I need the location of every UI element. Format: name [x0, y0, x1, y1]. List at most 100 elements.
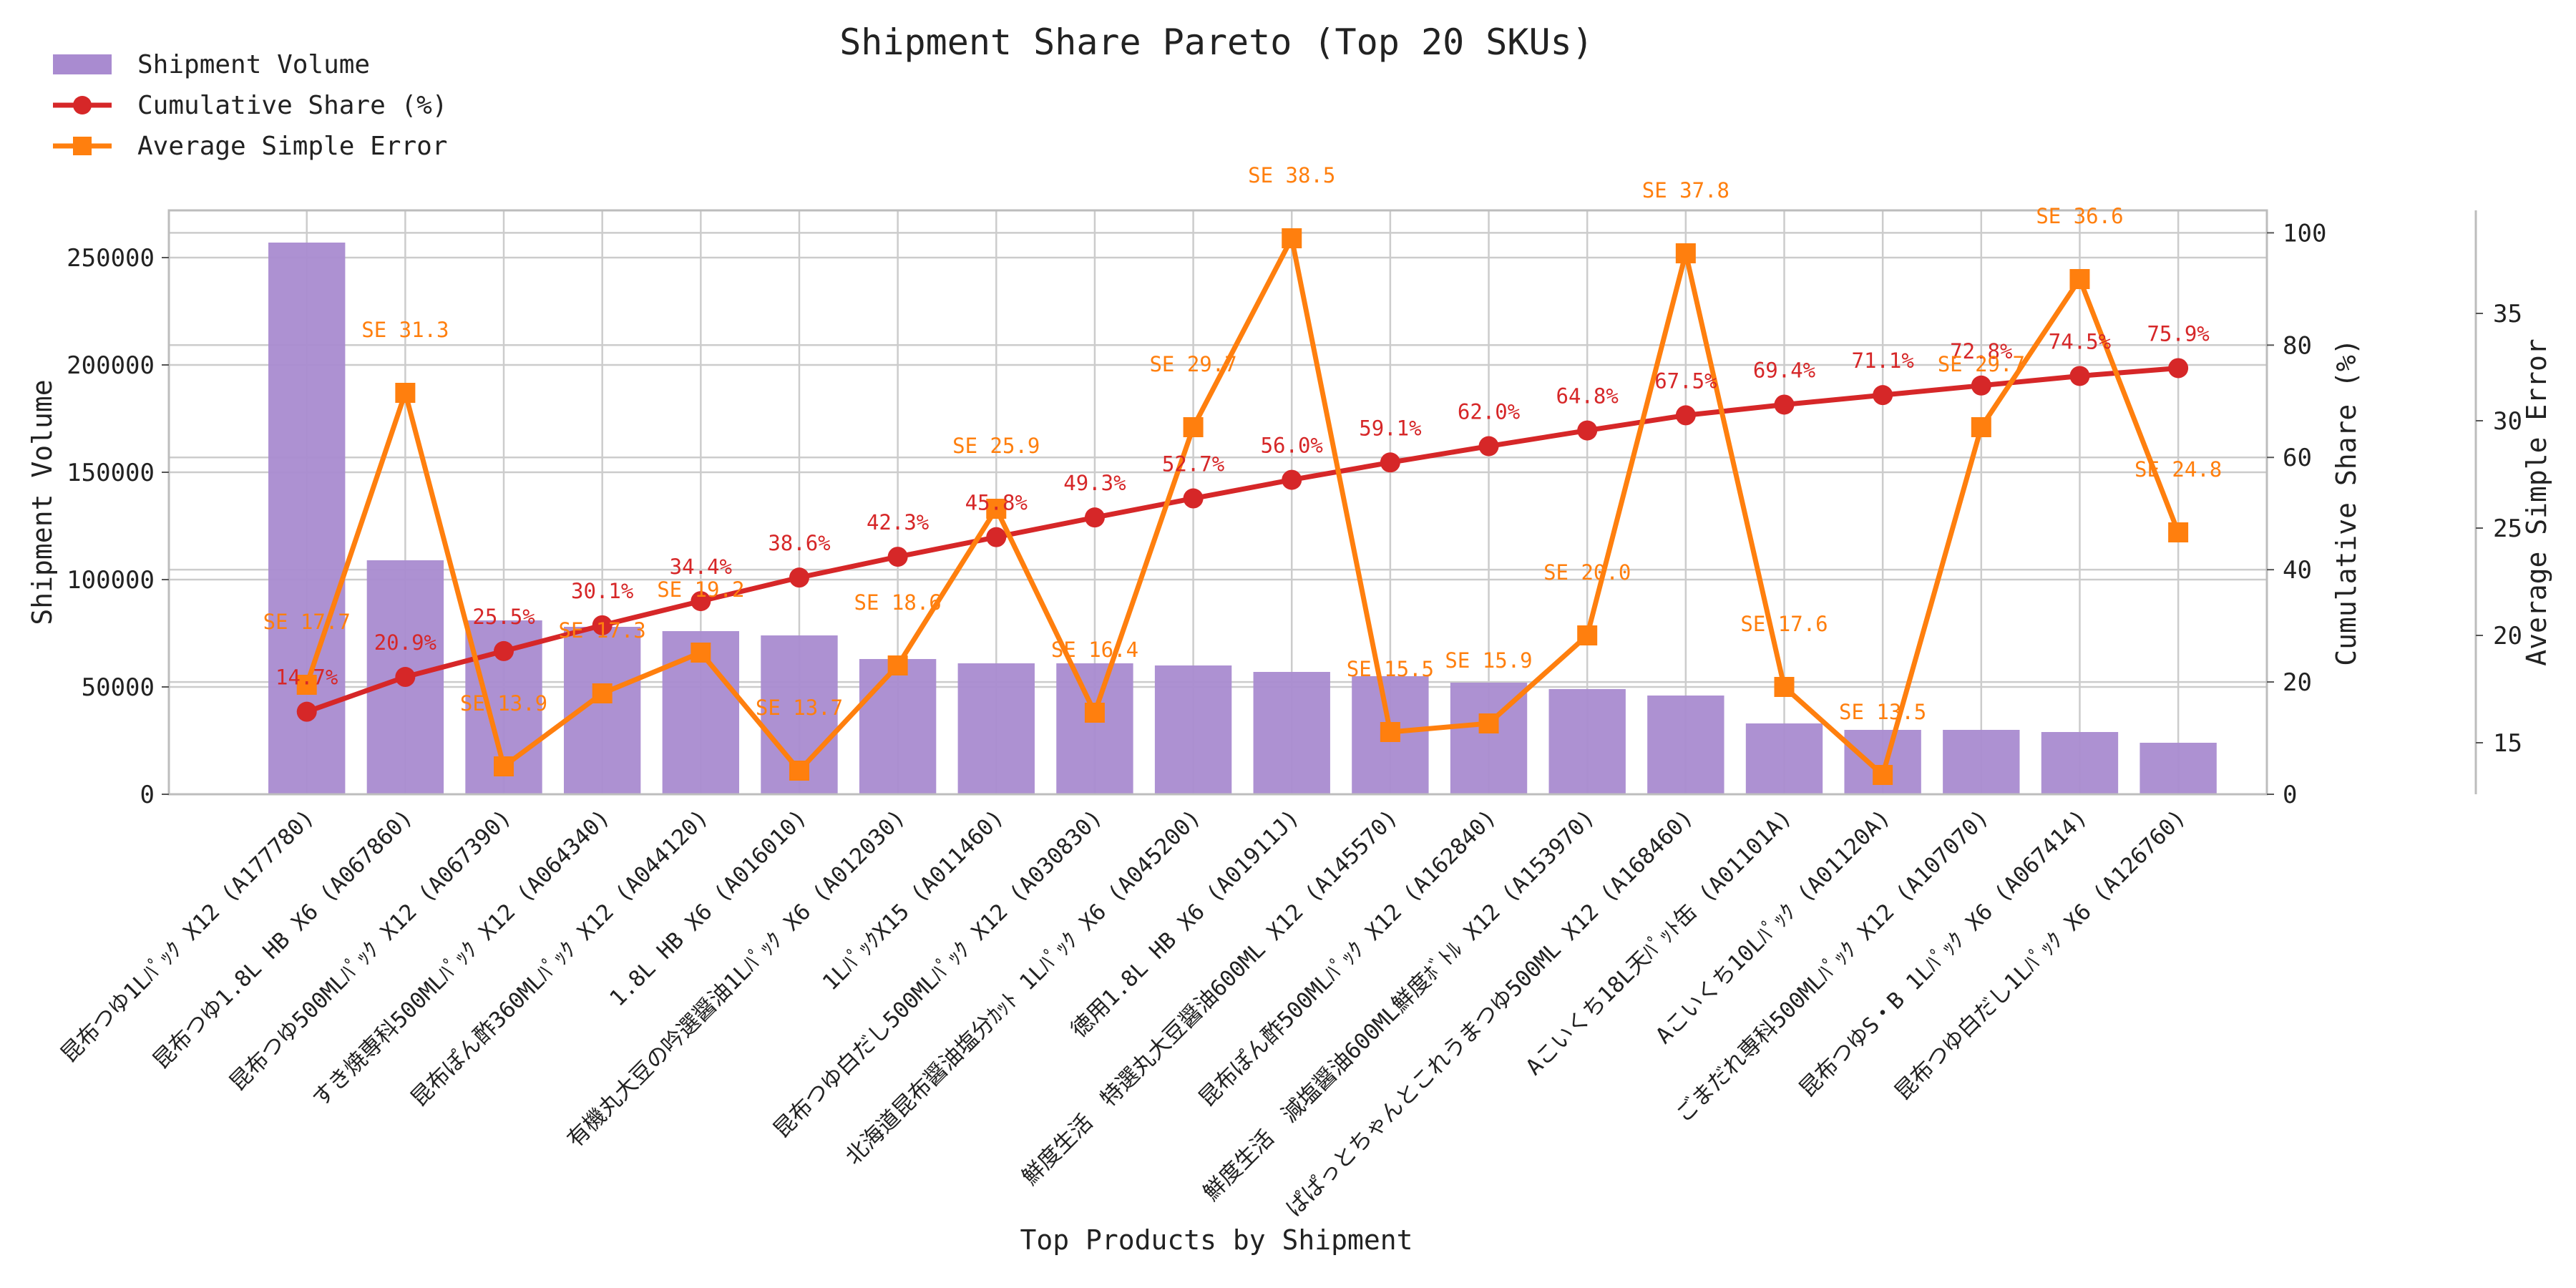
simple-error-label: SE 16.4	[1051, 638, 1138, 662]
simple-error-label: SE 19.2	[657, 577, 744, 602]
simple-error-line	[304, 235, 2181, 778]
cumulative-share-point	[1675, 405, 1696, 426]
y3-tick-label: 30	[2493, 407, 2522, 436]
legend-label: Shipment Volume	[137, 50, 370, 79]
cumulative-share-point	[592, 615, 613, 635]
cumulative-share-label: 69.4%	[1753, 358, 1815, 382]
simple-error-point	[1873, 765, 1893, 785]
simple-error-label: SE 29.7	[1149, 352, 1236, 376]
cumulative-share-point	[2168, 358, 2189, 379]
simple-error-point	[887, 655, 908, 675]
simple-error-label: SE 37.8	[1642, 178, 1729, 203]
cumulative-share-label: 25.5%	[472, 605, 535, 629]
simple-error-point	[1971, 417, 1991, 437]
y-tick-label: 0	[140, 781, 155, 809]
cumulative-share-point	[1971, 375, 1991, 396]
cumulative-share-point	[691, 591, 711, 612]
cumulative-share-label: 42.3%	[867, 510, 929, 535]
simple-error-point	[691, 643, 711, 663]
y-tick-label: 150000	[67, 459, 155, 487]
cumulative-share-label: 64.8%	[1556, 384, 1619, 409]
legend: Shipment Volume Cumulative Share (%) Avera…	[53, 50, 447, 161]
cumulative-share-label: 20.9%	[374, 630, 436, 655]
simple-error-point	[986, 499, 1007, 519]
simple-error-point	[1774, 677, 1795, 697]
bar	[2041, 732, 2119, 794]
cumulative-share-label: 45.8%	[965, 491, 1028, 515]
cumulative-share-point	[1380, 452, 1400, 473]
bar	[1943, 730, 2020, 794]
plot-border	[167, 209, 2268, 796]
y3-axis-label: Average Simple Error	[2521, 338, 2552, 666]
cumulative-share-label: 56.0%	[1261, 434, 1323, 458]
simple-error-label: SE 25.9	[952, 434, 1040, 458]
cumulative-share-label: 59.1%	[1359, 416, 1421, 440]
y-tick-label: 100000	[67, 566, 155, 595]
cumulative-share-label: 67.5%	[1654, 369, 1717, 393]
cumulative-share-label: 14.7%	[275, 665, 338, 690]
simple-error-point	[2069, 269, 2090, 289]
simple-error-label: SE 13.5	[1839, 700, 1926, 724]
simple-error-label: SE 38.5	[1248, 163, 1335, 187]
simple-error-label: SE 31.3	[361, 318, 449, 342]
legend-swatch-marker	[73, 96, 92, 114]
simple-error-point	[395, 383, 416, 403]
simple-error-point	[1282, 228, 1302, 248]
simple-error-point	[1380, 722, 1400, 742]
y2-tick-label: 40	[2283, 556, 2312, 585]
cumulative-share-point	[1873, 385, 1893, 406]
plot-frame	[167, 209, 2268, 796]
cumulative-share-label: 71.1%	[1851, 348, 1913, 373]
simple-error-label: SE 18.6	[854, 590, 942, 615]
bar	[1745, 723, 1823, 794]
simple-error-point	[494, 756, 514, 776]
cumulative-share-label: 62.0%	[1458, 400, 1520, 424]
simple-error-point	[1183, 417, 1204, 437]
cumulative-share-label: 34.4%	[670, 555, 732, 579]
y-axis-label: Shipment Volume	[26, 379, 58, 625]
cumulative-share-point	[1774, 394, 1795, 415]
simple-error-point	[1478, 713, 1499, 733]
simple-error-label: SE 15.9	[1445, 648, 1532, 673]
bar	[1154, 665, 1232, 794]
y-tick-label: 50000	[82, 673, 155, 702]
bar	[957, 663, 1035, 794]
cumulative-share-point	[986, 527, 1007, 547]
bar	[859, 659, 937, 794]
chart-title: Shipment Share Pareto (Top 20 SKUs)	[839, 21, 1594, 63]
simple-error-point	[1675, 243, 1696, 263]
simple-error-label: SE 17.6	[1740, 612, 1828, 636]
legend-label: Cumulative Share (%)	[137, 91, 447, 120]
y-tick-label: 250000	[67, 244, 155, 273]
simple-error-point	[2168, 522, 2189, 542]
legend-swatch-marker	[73, 137, 92, 155]
cumulative-share-label: 30.1%	[571, 579, 633, 603]
cumulative-share-line	[306, 365, 2179, 714]
simple-error-label: SE 29.7	[1938, 352, 2025, 376]
bar	[1548, 689, 1626, 794]
simple-error-point	[789, 761, 809, 781]
bar	[2140, 743, 2217, 794]
simple-error-label: SE 24.8	[2135, 457, 2222, 482]
simple-error-label: SE 17.3	[559, 618, 646, 643]
cumulative-share-label: 74.5%	[2049, 329, 2111, 353]
y3-tick-label: 35	[2493, 300, 2522, 328]
y2-tick-label: 80	[2283, 331, 2312, 360]
cumulative-share-label: 52.7%	[1162, 452, 1224, 477]
simple-error-point	[1084, 703, 1105, 723]
simple-error-label: SE 17.7	[263, 610, 351, 634]
simple-error-point	[1577, 625, 1598, 645]
simple-error-point	[296, 675, 317, 695]
y2-tick-label: 20	[2283, 668, 2312, 697]
simple-error-label: SE 20.0	[1543, 560, 1631, 585]
y3-tick-label: 20	[2493, 622, 2522, 650]
y3-tick-label: 25	[2493, 514, 2522, 543]
simple-error-label: SE 13.7	[756, 696, 843, 720]
y2-tick-label: 100	[2283, 219, 2326, 248]
simple-error-point	[592, 683, 613, 703]
x-axis-label: Top Products by Shipment	[1020, 1224, 1413, 1256]
cumulative-share-label: 75.9%	[2147, 321, 2209, 346]
y2-tick-label: 0	[2283, 781, 2297, 809]
bar	[1253, 672, 1330, 794]
